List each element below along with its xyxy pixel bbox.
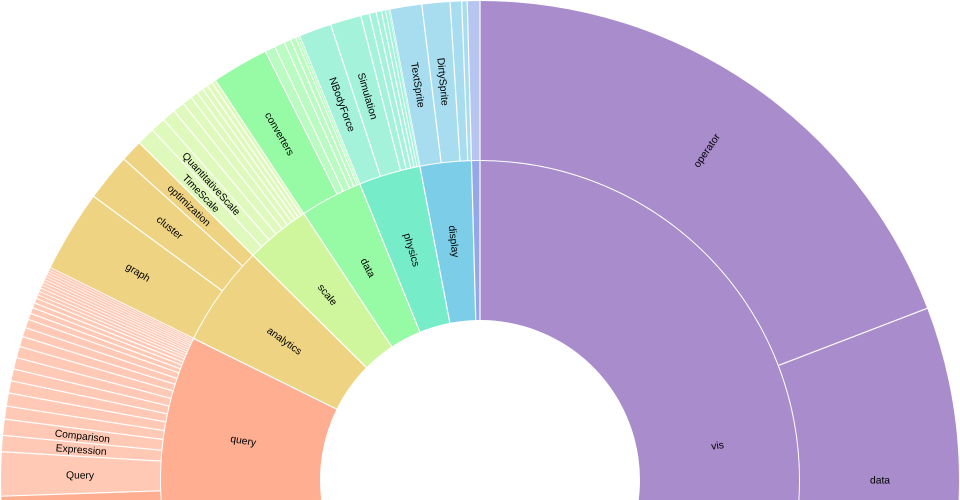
- svg-text:DirtySprite: DirtySprite: [434, 57, 449, 106]
- svg-text:Query: Query: [66, 470, 95, 481]
- svg-text:query: query: [229, 434, 257, 449]
- svg-text:display: display: [446, 225, 460, 259]
- svg-text:vis: vis: [711, 440, 725, 453]
- svg-text:Expression: Expression: [55, 443, 107, 458]
- svg-text:data: data: [870, 475, 890, 486]
